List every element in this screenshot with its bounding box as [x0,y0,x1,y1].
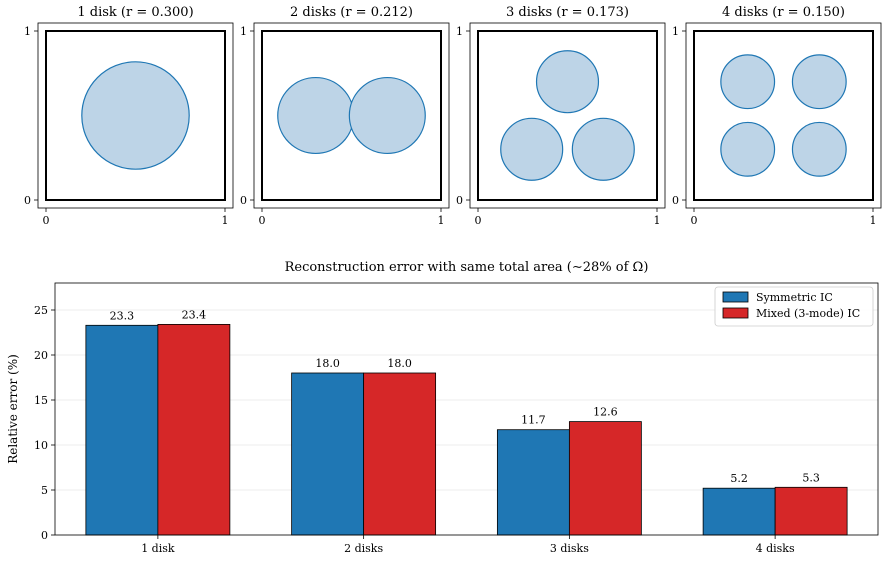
axes-frame [253,22,450,209]
legend: Symmetric IC Mixed (3-mode) IC [714,286,874,327]
unit-square [693,30,874,201]
legend-swatch [722,291,749,303]
x-tick-label: 1 [438,214,445,227]
x-tick-label: 0 [475,214,482,227]
legend-label: Mixed (3-mode) IC [756,307,860,320]
panel-title: 2 disks (r = 0.212) [290,5,413,20]
data-label: 23.3 [110,309,135,322]
bar-mixed [568,421,642,536]
axes-frame [54,282,879,536]
y-tick-label: 1 [24,25,31,38]
x-tick-label: 2 disks [344,542,383,555]
y-tick-label: 1 [240,25,247,38]
y-tick-label: 0 [41,529,48,542]
data-label: 18.0 [315,357,340,370]
disk-panel-1: 1 disk (r = 0.300) 0 1 0 1 [24,5,234,227]
y-tick-label: 20 [34,349,48,362]
disk-panel-3: 3 disks (r = 0.173) 0 1 0 1 [456,5,666,227]
bar-chart-title: Reconstruction error with same total are… [285,260,649,275]
unit-square [45,30,226,201]
axes-frame [469,22,666,209]
disk [571,117,635,181]
y-tick-label: 0 [240,194,247,207]
disk [348,76,426,155]
bar-mixed [157,323,231,536]
y-axis-label: Relative error (%) [6,354,20,464]
bar-chart: Reconstruction error with same total are… [6,260,879,555]
x-tick-label: 1 [654,214,661,227]
disk [81,61,190,170]
bar-symmetric [496,429,570,536]
y-tick-label: 0 [672,194,679,207]
legend-swatch [722,307,749,319]
disk [277,76,355,155]
y-tick-label: 0 [456,194,463,207]
disk [791,121,847,177]
legend-label: Symmetric IC [756,291,833,304]
data-label: 23.4 [182,308,207,321]
bar-symmetric [702,487,776,536]
data-label: 5.2 [730,472,748,485]
unit-square [477,30,658,201]
x-tick-label: 0 [43,214,50,227]
axes-frame [685,22,882,209]
bar-symmetric [85,324,159,536]
x-tick-label: 1 [222,214,229,227]
disk [720,54,776,110]
panel-title: 3 disks (r = 0.173) [506,5,629,20]
x-tick-label: 0 [691,214,698,227]
disk-panel-4: 4 disks (r = 0.150) 0 1 0 1 [672,5,882,227]
axes-frame [37,22,234,209]
x-tick-label: 0 [259,214,266,227]
x-tick-label: 1 disk [141,542,175,555]
data-label: 11.7 [521,414,546,427]
disk [791,54,847,110]
y-tick-label: 1 [672,25,679,38]
data-label: 12.6 [593,406,618,419]
x-tick-label: 1 [870,214,877,227]
disk-panel-2: 2 disks (r = 0.212) 0 1 0 1 [240,5,450,227]
y-tick-label: 1 [456,25,463,38]
y-tick-label: 10 [34,439,48,452]
disk [500,117,564,181]
unit-square [261,30,442,201]
bar-mixed [774,486,848,536]
data-label: 18.0 [387,357,412,370]
bar-mixed [363,372,437,536]
y-tick-label: 15 [34,394,48,407]
x-tick-label: 4 disks [756,542,795,555]
x-tick-label: 3 disks [550,542,589,555]
panel-title: 4 disks (r = 0.150) [722,5,845,20]
y-tick-label: 25 [34,304,48,317]
bar-symmetric [291,372,365,536]
disk [535,50,600,114]
panel-title: 1 disk (r = 0.300) [77,5,193,20]
legend-box [714,286,874,327]
y-tick-label: 5 [41,484,48,497]
data-label: 5.3 [802,471,820,484]
disk [720,121,776,177]
y-tick-label: 0 [24,194,31,207]
